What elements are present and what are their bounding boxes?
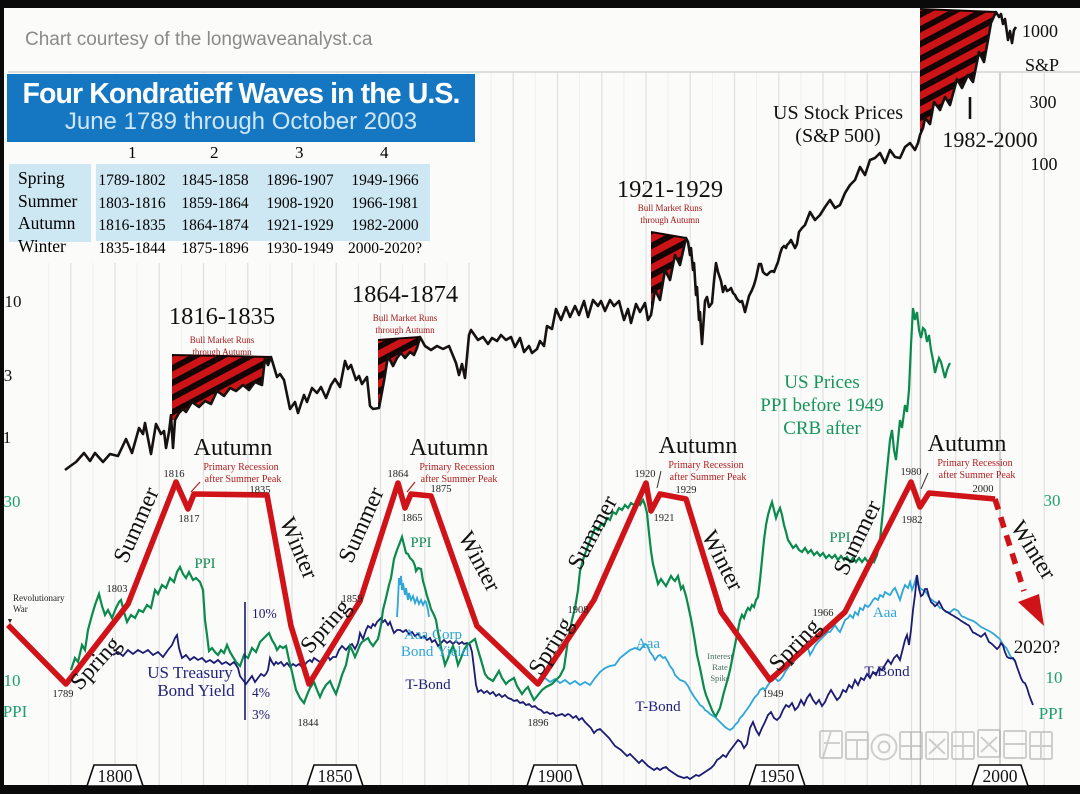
svg-text:Primary Recession: Primary Recession: [668, 460, 743, 471]
svg-text:1950: 1950: [760, 766, 795, 786]
svg-text:1966: 1966: [813, 608, 834, 619]
svg-text:10%: 10%: [252, 606, 277, 621]
svg-text:10: 10: [4, 671, 21, 690]
svg-text:1921: 1921: [654, 513, 675, 524]
svg-text:10: 10: [5, 292, 22, 311]
svg-text:Bull Market Runs: Bull Market Runs: [190, 335, 255, 345]
svg-text:1982-2000: 1982-2000: [942, 127, 1037, 152]
svg-text:Primary Recession: Primary Recession: [419, 462, 494, 473]
svg-text:after Summer Peak: after Summer Peak: [670, 472, 747, 483]
svg-text:Bond Yield: Bond Yield: [157, 681, 235, 700]
svg-text:War: War: [13, 604, 28, 614]
svg-text:4%: 4%: [252, 685, 270, 700]
svg-text:30: 30: [1044, 491, 1061, 510]
svg-text:1865: 1865: [402, 513, 423, 524]
svg-text:1929: 1929: [676, 485, 697, 496]
svg-text:through Autumn: through Autumn: [192, 347, 252, 357]
svg-text:1980: 1980: [901, 467, 922, 478]
svg-text:2020?: 2020?: [1014, 637, 1060, 658]
svg-text:Bond Yield: Bond Yield: [401, 644, 470, 660]
svg-text:PPI: PPI: [3, 702, 28, 721]
svg-text:Autumn: Autumn: [659, 433, 738, 459]
svg-text:1896: 1896: [528, 718, 549, 729]
svg-text:1816-1835: 1816-1835: [169, 303, 275, 330]
svg-text:1789: 1789: [53, 689, 74, 700]
svg-text:S&P: S&P: [1025, 55, 1059, 75]
svg-text:30: 30: [4, 492, 21, 511]
svg-text:2000: 2000: [973, 484, 994, 495]
svg-text:Rate: Rate: [712, 662, 728, 672]
svg-text:Primary Recession: Primary Recession: [203, 462, 278, 473]
svg-text:Aaa Corp: Aaa Corp: [404, 627, 462, 643]
svg-text:through Autumn: through Autumn: [375, 325, 435, 335]
svg-text:1817: 1817: [179, 514, 200, 525]
svg-text:1844: 1844: [298, 718, 320, 729]
svg-text:100: 100: [1031, 154, 1058, 174]
svg-text:1835: 1835: [250, 485, 271, 496]
svg-text:after Summer Peak: after Summer Peak: [421, 474, 498, 485]
svg-text:PPI: PPI: [1039, 704, 1064, 723]
svg-text:1864: 1864: [388, 469, 410, 480]
svg-text:1850: 1850: [318, 766, 353, 786]
svg-text:▼: ▼: [7, 617, 14, 625]
svg-text:1920: 1920: [635, 469, 656, 480]
svg-text:1949: 1949: [763, 689, 784, 700]
svg-text:after Summer Peak: after Summer Peak: [205, 474, 282, 485]
svg-text:Aaa: Aaa: [636, 636, 660, 652]
svg-text:Interest: Interest: [707, 651, 733, 661]
svg-text:Autumn: Autumn: [928, 431, 1007, 457]
svg-text:1859: 1859: [342, 594, 363, 605]
svg-text:3: 3: [4, 366, 13, 385]
svg-text:CRB after: CRB after: [783, 418, 861, 439]
svg-text:300: 300: [1030, 92, 1057, 112]
svg-text:1000: 1000: [1022, 21, 1058, 41]
svg-text:Autumn: Autumn: [410, 435, 489, 461]
svg-text:1921-1929: 1921-1929: [617, 176, 723, 203]
svg-text:10: 10: [1046, 668, 1063, 687]
svg-text:Bull Market Runs: Bull Market Runs: [373, 313, 438, 323]
svg-text:Bull Market Runs: Bull Market Runs: [638, 203, 703, 213]
svg-text:1982: 1982: [902, 515, 923, 526]
svg-text:1803: 1803: [107, 584, 128, 595]
svg-text:after Summer Peak: after Summer Peak: [939, 470, 1016, 481]
svg-text:1: 1: [3, 428, 12, 447]
svg-text:Spike: Spike: [710, 673, 730, 683]
svg-text:3%: 3%: [252, 707, 270, 722]
svg-text:through Autumn: through Autumn: [640, 215, 700, 225]
svg-text:PPI: PPI: [411, 535, 432, 551]
svg-text:T-Bond: T-Bond: [864, 664, 910, 680]
svg-text:1800: 1800: [98, 766, 133, 786]
svg-text:PPI: PPI: [195, 556, 216, 572]
svg-text:1816: 1816: [164, 469, 185, 480]
svg-text:Aaa: Aaa: [873, 605, 897, 621]
svg-text:Autumn: Autumn: [194, 435, 273, 461]
svg-text:1864-1874: 1864-1874: [352, 281, 458, 308]
svg-text:T-Bond: T-Bond: [635, 699, 681, 715]
svg-text:T-Bond: T-Bond: [405, 677, 451, 693]
svg-text:2000: 2000: [983, 766, 1018, 786]
svg-text:1875: 1875: [431, 484, 452, 495]
svg-text:PPI before 1949: PPI before 1949: [760, 395, 883, 416]
svg-text:1908: 1908: [568, 605, 589, 616]
svg-text:US Stock Prices: US Stock Prices: [773, 102, 903, 124]
svg-text:Revolutionary: Revolutionary: [13, 593, 65, 603]
svg-text:US Prices: US Prices: [784, 372, 859, 393]
svg-text:US Treasury: US Treasury: [147, 663, 233, 682]
svg-text:Primary Recession: Primary Recession: [937, 458, 1012, 469]
svg-text:PPI: PPI: [830, 530, 851, 546]
svg-text:(S&P 500): (S&P 500): [795, 125, 880, 147]
svg-text:1900: 1900: [538, 766, 573, 786]
